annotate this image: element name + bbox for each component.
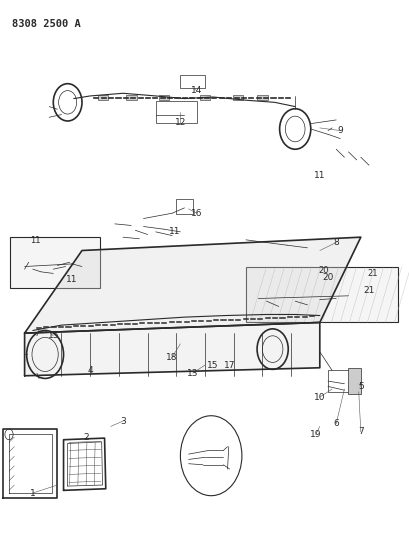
Text: 11: 11	[66, 276, 77, 284]
Polygon shape	[25, 322, 319, 376]
Text: 20: 20	[321, 273, 333, 281]
Text: 13: 13	[187, 369, 198, 377]
Text: 4: 4	[87, 366, 93, 375]
Text: 7: 7	[357, 427, 363, 436]
Text: 6: 6	[333, 419, 338, 428]
Bar	[348, 368, 360, 394]
Text: 15: 15	[207, 361, 218, 369]
Text: 20: 20	[318, 266, 328, 274]
Text: 9: 9	[337, 126, 342, 135]
Bar	[327, 370, 354, 392]
Text: 8308 2500 A: 8308 2500 A	[12, 19, 81, 29]
Bar	[97, 95, 108, 100]
Text: 12: 12	[174, 118, 186, 127]
Text: 17: 17	[223, 361, 235, 369]
Polygon shape	[25, 237, 360, 333]
Text: 18: 18	[166, 353, 178, 361]
Circle shape	[180, 416, 241, 496]
Text: 11: 11	[313, 172, 325, 180]
Text: 19: 19	[309, 430, 321, 439]
Text: 5: 5	[357, 382, 363, 391]
Bar	[232, 95, 243, 100]
Text: 11: 11	[29, 237, 40, 245]
Text: 1: 1	[30, 489, 36, 497]
Text: 2: 2	[83, 433, 89, 441]
Bar	[176, 199, 192, 214]
Bar	[180, 75, 204, 88]
Text: 14: 14	[191, 86, 202, 95]
Bar	[155, 101, 196, 123]
Text: 10: 10	[313, 393, 325, 401]
Text: 21: 21	[362, 286, 374, 295]
Bar	[257, 95, 267, 100]
Bar	[200, 95, 210, 100]
Text: 3: 3	[120, 417, 126, 425]
Text: 21: 21	[367, 269, 378, 278]
Text: 16: 16	[191, 209, 202, 217]
Text: 8: 8	[333, 238, 338, 247]
Bar	[159, 95, 169, 100]
Text: 15: 15	[47, 332, 59, 340]
Bar	[126, 95, 136, 100]
Text: 11: 11	[168, 228, 180, 236]
Bar	[10, 237, 100, 288]
Bar	[245, 266, 397, 322]
